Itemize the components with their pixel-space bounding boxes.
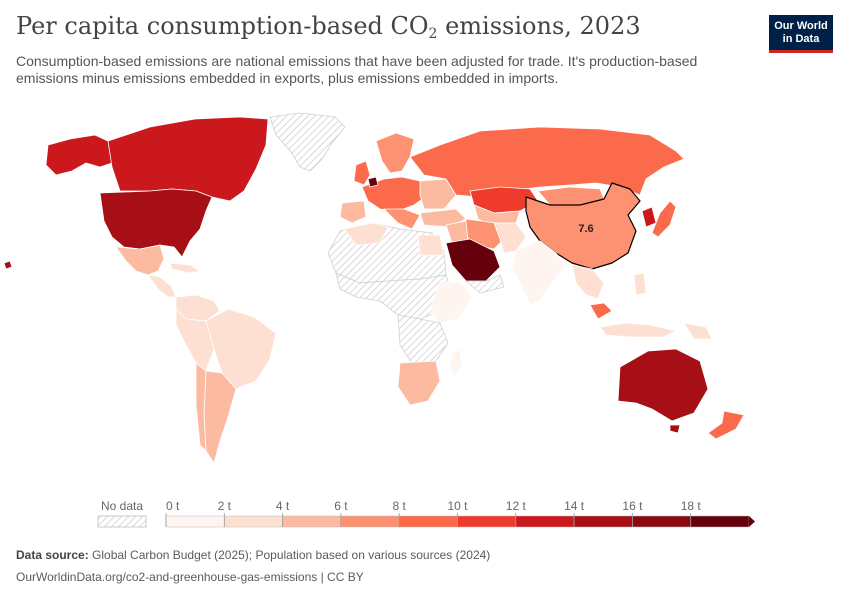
country-saudi-arabia[interactable] <box>445 238 501 282</box>
country-greenland[interactable] <box>269 112 346 172</box>
title-end: emissions, 2023 <box>437 12 641 40</box>
title-main: Per capita consumption-based CO <box>16 12 429 40</box>
country-china[interactable] <box>525 182 641 270</box>
source-text: Global Carbon Budget (2025); Population … <box>88 548 491 562</box>
logo-line-1: Our World <box>774 19 828 32</box>
title-subscript: 2 <box>428 26 438 42</box>
legend-tick-label: 16 t <box>622 499 643 513</box>
country-italy-balkans[interactable] <box>383 208 421 230</box>
data-source: Data source: Global Carbon Budget (2025)… <box>16 548 490 562</box>
country-hawaii[interactable] <box>3 260 13 270</box>
country-indonesia[interactable] <box>599 322 677 338</box>
legend-tick-label: 12 t <box>506 499 527 513</box>
country-central-southern-africa[interactable] <box>397 314 449 364</box>
world-map: 7.6 <box>3 112 745 464</box>
country-chile[interactable] <box>195 362 207 452</box>
legend-bin[interactable] <box>165 515 225 528</box>
legend-bin[interactable] <box>224 515 283 528</box>
source-url[interactable]: OurWorldinData.org/co2-and-greenhouse-ga… <box>16 570 364 584</box>
legend-bin[interactable] <box>457 515 517 528</box>
country-tasmania[interactable] <box>669 424 681 434</box>
logo-line-2: in Data <box>782 32 820 45</box>
country-malaysia[interactable] <box>589 302 613 320</box>
legend-tick-label: 8 t <box>393 499 407 513</box>
legend-bin[interactable] <box>515 515 575 528</box>
legend-bin[interactable] <box>690 515 750 528</box>
china-value-label: 7.6 <box>578 223 593 235</box>
source-label: Data source: <box>16 548 89 562</box>
country-western-europe[interactable] <box>361 176 429 212</box>
legend-tick-label: 10 t <box>447 499 468 513</box>
country-india[interactable] <box>511 240 567 306</box>
legend-tick-label: 2 t <box>218 499 232 513</box>
country-usa-alaska[interactable] <box>45 134 113 176</box>
legend-bin[interactable] <box>398 515 458 528</box>
color-legend: No data 0 t 2 t 4 t 6 t 8 t 10 t 12 t 14 t 16 t 1… <box>97 499 755 528</box>
legend-tick-label: 6 t <box>334 499 348 513</box>
legend-arrow <box>749 516 755 527</box>
country-madagascar[interactable] <box>449 348 463 378</box>
country-papua[interactable] <box>683 322 713 340</box>
country-egypt[interactable] <box>417 234 445 256</box>
country-southeast-asia[interactable] <box>571 264 605 300</box>
country-southern-africa[interactable] <box>397 360 441 406</box>
legend-bin[interactable] <box>573 515 633 528</box>
legend-tick-label: 18 t <box>681 499 702 513</box>
legend-bin[interactable] <box>632 515 691 528</box>
country-uk[interactable] <box>353 160 371 186</box>
country-caribbean[interactable] <box>169 262 201 274</box>
legend-bin[interactable] <box>340 515 400 528</box>
legend-ticks: 0 t 2 t 4 t 6 t 8 t 10 t 12 t 14 t 16 t 18 t <box>165 499 702 527</box>
country-yemen-oman[interactable] <box>465 274 505 294</box>
legend-tick-label: 0 t <box>166 499 180 513</box>
country-canada[interactable] <box>107 116 269 202</box>
country-korea[interactable] <box>641 206 657 228</box>
legend-tick-label: 14 t <box>564 499 585 513</box>
country-scandinavia[interactable] <box>375 132 415 174</box>
country-east-africa[interactable] <box>429 280 473 324</box>
chart-subtitle: Consumption-based emissions are national… <box>16 53 698 86</box>
legend-tick-label: 4 t <box>276 499 290 513</box>
chart-title: Per capita consumption-based CO2 emissio… <box>16 12 641 42</box>
country-argentina[interactable] <box>203 370 237 464</box>
legend-bins <box>165 515 755 528</box>
country-philippines[interactable] <box>633 272 647 296</box>
legend-no-data-label: No data <box>101 499 143 513</box>
country-usa[interactable] <box>99 188 213 258</box>
legend-bin[interactable] <box>282 515 342 528</box>
legend-no-data-swatch <box>97 515 147 528</box>
country-morocco-algeria[interactable] <box>343 222 389 246</box>
country-australia[interactable] <box>617 348 709 422</box>
country-japan[interactable] <box>651 200 677 238</box>
country-central-america[interactable] <box>147 274 177 298</box>
country-russia[interactable] <box>409 126 685 198</box>
country-mexico[interactable] <box>115 244 165 276</box>
country-belgium-netherlands[interactable] <box>367 176 379 188</box>
country-iberia[interactable] <box>339 200 367 224</box>
country-new-zealand[interactable] <box>707 410 745 440</box>
owid-logo[interactable]: Our World in Data <box>769 15 833 53</box>
